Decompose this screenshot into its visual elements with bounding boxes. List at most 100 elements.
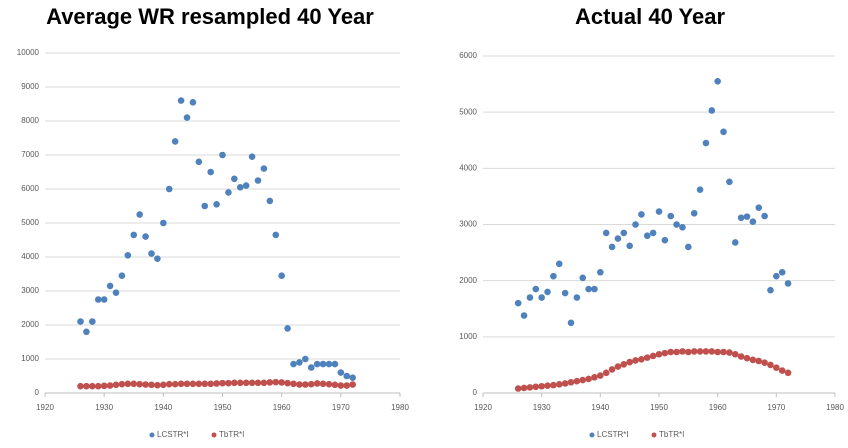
data-point (349, 381, 356, 388)
data-point (538, 294, 545, 301)
data-point (720, 348, 727, 356)
data-point (272, 378, 280, 386)
data-point (773, 364, 780, 372)
data-point (106, 382, 114, 389)
data-point (726, 178, 733, 186)
data-point (313, 380, 321, 387)
data-point (254, 177, 262, 184)
x-tick-label: 1920 (474, 403, 492, 412)
data-point (177, 97, 185, 104)
data-point (307, 380, 315, 388)
data-point (561, 289, 569, 297)
data-point (83, 328, 90, 336)
data-point (784, 369, 792, 377)
data-point (726, 349, 733, 356)
data-point (608, 243, 616, 251)
data-point (195, 380, 203, 388)
data-point (183, 114, 191, 121)
legend-marker (211, 432, 217, 438)
data-point (661, 349, 669, 357)
data-point (778, 367, 786, 374)
data-point (290, 360, 297, 368)
y-tick-label: 6000 (21, 184, 39, 193)
data-point (520, 312, 528, 319)
data-point (731, 239, 739, 246)
y-tick-label: 10000 (17, 48, 40, 57)
data-point (737, 353, 745, 360)
data-point (538, 382, 545, 390)
data-point (272, 231, 280, 239)
data-point (307, 364, 315, 371)
data-point (597, 268, 604, 276)
data-point (667, 212, 675, 220)
data-point (649, 229, 657, 237)
data-point (602, 229, 610, 237)
data-point (591, 285, 598, 293)
data-point (567, 319, 575, 327)
y-tick-label: 1000 (459, 332, 477, 341)
data-point (112, 381, 120, 389)
data-point (266, 379, 274, 386)
data-point (106, 282, 114, 290)
data-point (778, 268, 786, 276)
data-point (761, 359, 768, 366)
data-point (343, 372, 351, 380)
data-point (195, 158, 203, 166)
data-point (171, 138, 179, 145)
data-point (165, 380, 173, 388)
y-tick-label: 4000 (459, 163, 477, 172)
y-tick-label: 0 (473, 388, 478, 397)
data-point (714, 348, 721, 356)
legend-label: LCSTR*I (597, 430, 629, 439)
data-point (638, 356, 645, 363)
data-point (201, 380, 209, 388)
data-point (331, 360, 339, 368)
data-point (679, 224, 686, 231)
data-point (248, 379, 256, 387)
y-tick-label: 0 (35, 388, 40, 397)
data-point (743, 354, 751, 362)
data-point (749, 218, 757, 225)
data-point (690, 209, 698, 217)
data-point (160, 219, 167, 227)
y-tick-label: 3000 (21, 286, 39, 295)
data-point (626, 242, 633, 250)
x-tick-label: 1930 (533, 403, 551, 412)
data-point (302, 381, 309, 388)
data-point (313, 360, 321, 368)
data-point (124, 380, 132, 388)
data-point (555, 380, 563, 388)
data-point (579, 376, 587, 384)
data-point (343, 382, 351, 389)
data-point (784, 280, 792, 287)
data-point (213, 380, 220, 387)
data-point (755, 204, 763, 211)
data-point (573, 377, 581, 385)
data-point (112, 289, 120, 297)
data-point (520, 384, 528, 392)
data-point (142, 381, 149, 388)
data-point (183, 380, 191, 388)
data-point (319, 360, 327, 368)
data-point (148, 250, 155, 257)
data-point (207, 168, 214, 176)
data-point (673, 221, 680, 228)
data-point (649, 352, 657, 360)
x-tick-label: 1920 (36, 403, 54, 412)
data-point (136, 211, 143, 218)
data-point (702, 139, 710, 147)
data-point (349, 374, 356, 382)
x-tick-label: 1970 (767, 403, 785, 412)
data-point (100, 296, 108, 303)
data-point (124, 252, 132, 259)
legend-marker (149, 432, 155, 438)
data-point (207, 380, 214, 388)
data-point (550, 381, 557, 389)
data-point (77, 318, 84, 325)
data-point (165, 185, 173, 193)
data-point (290, 380, 297, 388)
data-point (225, 189, 232, 196)
y-tick-label: 3000 (459, 220, 477, 229)
y-tick-label: 4000 (21, 252, 39, 261)
